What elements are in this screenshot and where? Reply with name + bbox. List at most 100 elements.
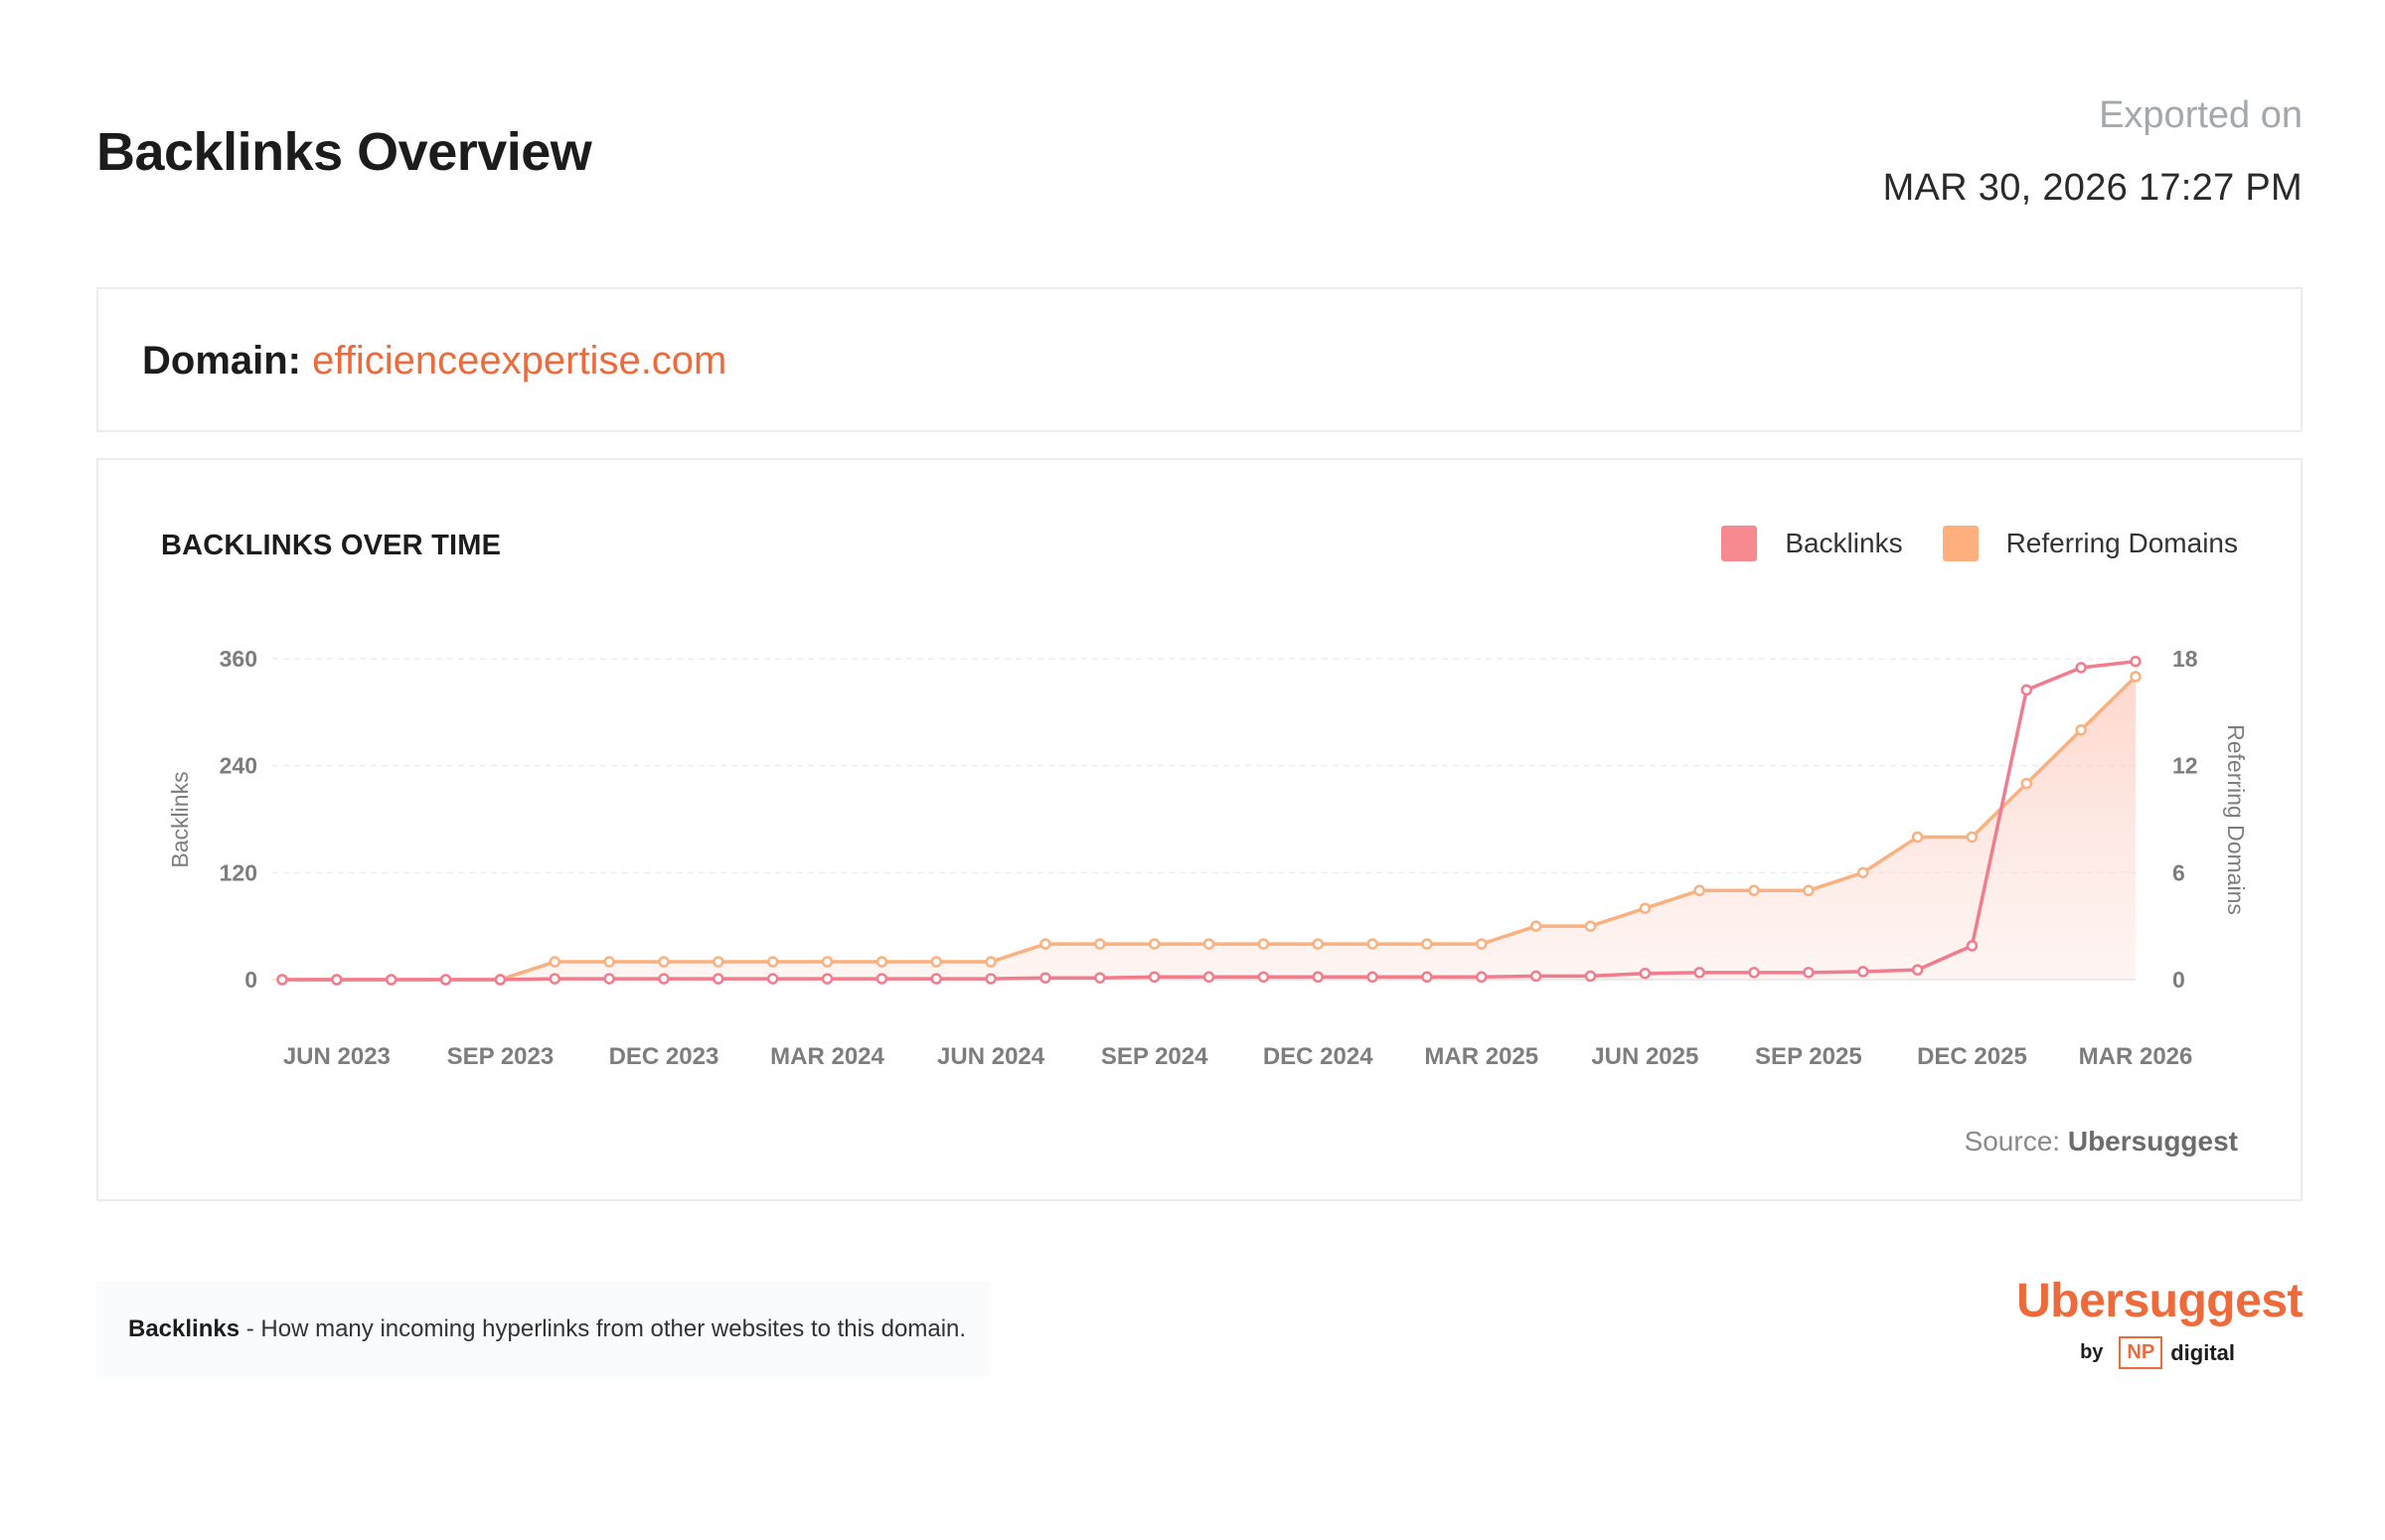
backlinks-point (1257, 971, 1270, 984)
chart-legend: Backlinks Referring Domains (1681, 526, 2238, 561)
x-tick-label: JUN 2024 (937, 1043, 1045, 1070)
backlinks-definition: Backlinks - How many incoming hyperlinks… (96, 1282, 991, 1377)
brand-by: by (2080, 1341, 2104, 1363)
referring-domains-point (2075, 724, 2087, 736)
referring-domains-point (1748, 884, 1760, 897)
x-tick-label: DEC 2024 (1263, 1043, 1373, 1070)
backlinks-point (930, 973, 942, 985)
referring-domains-point (1476, 938, 1488, 950)
referring-domains-point (985, 956, 997, 968)
backlinks-point (385, 974, 398, 986)
backlinks-point (331, 974, 343, 986)
backlinks-point (1966, 940, 1979, 952)
referring-domains-point (821, 956, 834, 968)
domain-line: Domain: efficienceexpertise.com (142, 339, 726, 384)
referring-domains-point (766, 956, 779, 968)
backlinks-point (549, 973, 561, 985)
referring-domains-point (1094, 938, 1106, 950)
export-info: Exported on MAR 30, 2026 17:27 PM (1883, 94, 2303, 210)
domain-card: Domain: efficienceexpertise.com (96, 287, 2303, 432)
x-tick-label: MAR 2024 (770, 1043, 884, 1070)
backlinks-point (1803, 967, 1815, 979)
backlinks-point (603, 973, 615, 985)
backlinks-point (2075, 662, 2087, 674)
y-axis-title-right: Referring Domains (2223, 724, 2249, 915)
backlinks-point (494, 974, 507, 986)
legend-label-backlinks: Backlinks (1785, 528, 1903, 558)
x-tick-label: DEC 2025 (1917, 1043, 2027, 1070)
backlinks-point (1911, 964, 1924, 976)
referring-domains-point (1584, 920, 1597, 932)
legend-swatch-referring-domains (1942, 526, 1979, 561)
backlinks-point (985, 973, 997, 985)
referring-domains-point (549, 956, 561, 968)
backlinks-point (875, 973, 888, 985)
y-tick-label-right: 0 (2172, 967, 2185, 993)
referring-domains-point (930, 956, 942, 968)
x-tick-label: MAR 2026 (2079, 1043, 2193, 1070)
domain-label: Domain: (142, 339, 301, 383)
domain-value[interactable]: efficienceexpertise.com (312, 339, 727, 383)
chart-title: BACKLINKS OVER TIME (161, 530, 502, 561)
referring-domains-point (1693, 884, 1705, 897)
brand-byline: by NP digital (2016, 1336, 2235, 1369)
referring-domains-point (603, 956, 615, 968)
y-tick-label-right: 18 (2172, 646, 2198, 672)
page-title: Backlinks Overview (96, 122, 592, 182)
backlinks-chart: 0 120 240 360 0 6 12 18 Backlinks Referring Domai… (167, 646, 2249, 1070)
source-name: Ubersuggest (2067, 1126, 2238, 1156)
referring-domains-point (1529, 920, 1542, 932)
backlinks-point (1856, 966, 1869, 978)
backlinks-point (1421, 971, 1433, 984)
y-tick-label-left: 0 (244, 967, 257, 993)
backlinks-point (2020, 684, 2033, 696)
y-tick-label-right: 12 (2172, 753, 2198, 779)
backlinks-point (713, 973, 724, 985)
referring-domains-area (282, 676, 2136, 980)
legend-item-backlinks[interactable]: Backlinks (1721, 526, 1903, 561)
backlinks-point (1094, 972, 1106, 984)
referring-domains-point (1911, 831, 1924, 844)
referring-domains-point (1421, 938, 1433, 950)
definition-term: Backlinks (128, 1315, 240, 1342)
referring-domains-point (1148, 938, 1161, 950)
brand-logo: Ubersuggest by NP digital (2016, 1274, 2303, 1369)
referring-domains-point (713, 956, 724, 968)
backlinks-point (276, 974, 288, 986)
backlinks-point (1202, 971, 1215, 984)
referring-domains-point (1257, 938, 1270, 950)
referring-domains-point (658, 956, 670, 968)
legend-item-referring-domains[interactable]: Referring Domains (1942, 526, 2238, 561)
exported-date: MAR 30, 2026 17:27 PM (1882, 167, 2303, 209)
x-tick-label: MAR 2025 (1424, 1043, 1538, 1070)
referring-domains-point (1312, 938, 1324, 950)
referring-domains-point (1039, 938, 1051, 950)
y-tick-label-left: 360 (220, 646, 257, 672)
backlinks-point (1039, 972, 1051, 984)
referring-domains-point (1202, 938, 1215, 950)
backlinks-point (658, 973, 670, 985)
referring-domains-point (2130, 671, 2142, 683)
y-tick-label-left: 120 (220, 859, 257, 885)
y-tick-label-right: 6 (2172, 859, 2185, 885)
backlinks-point (1366, 971, 1378, 984)
backlinks-point (1148, 971, 1161, 984)
backlinks-point (1529, 970, 1542, 983)
referring-domains-point (875, 956, 888, 968)
backlinks-point (1639, 967, 1652, 980)
x-tick-label: JUN 2025 (1591, 1043, 1698, 1070)
chart-card: BACKLINKS OVER TIME Backlinks Referring … (96, 458, 2303, 1201)
x-tick-label: SEP 2025 (1755, 1043, 1862, 1070)
y-axis-title-left: Backlinks (167, 771, 193, 867)
referring-domains-point (1803, 884, 1815, 897)
referring-domains-point (1856, 866, 1869, 879)
source-label: Source: (1964, 1126, 2061, 1156)
backlinks-point (1584, 970, 1597, 983)
legend-swatch-backlinks (1721, 526, 1758, 561)
x-tick-label: SEP 2023 (447, 1043, 555, 1070)
backlinks-point (766, 973, 779, 985)
referring-domains-point (1966, 831, 1979, 844)
backlinks-point (1693, 967, 1705, 979)
referring-domains-point (1639, 902, 1652, 914)
referring-domains-point (1366, 938, 1378, 950)
